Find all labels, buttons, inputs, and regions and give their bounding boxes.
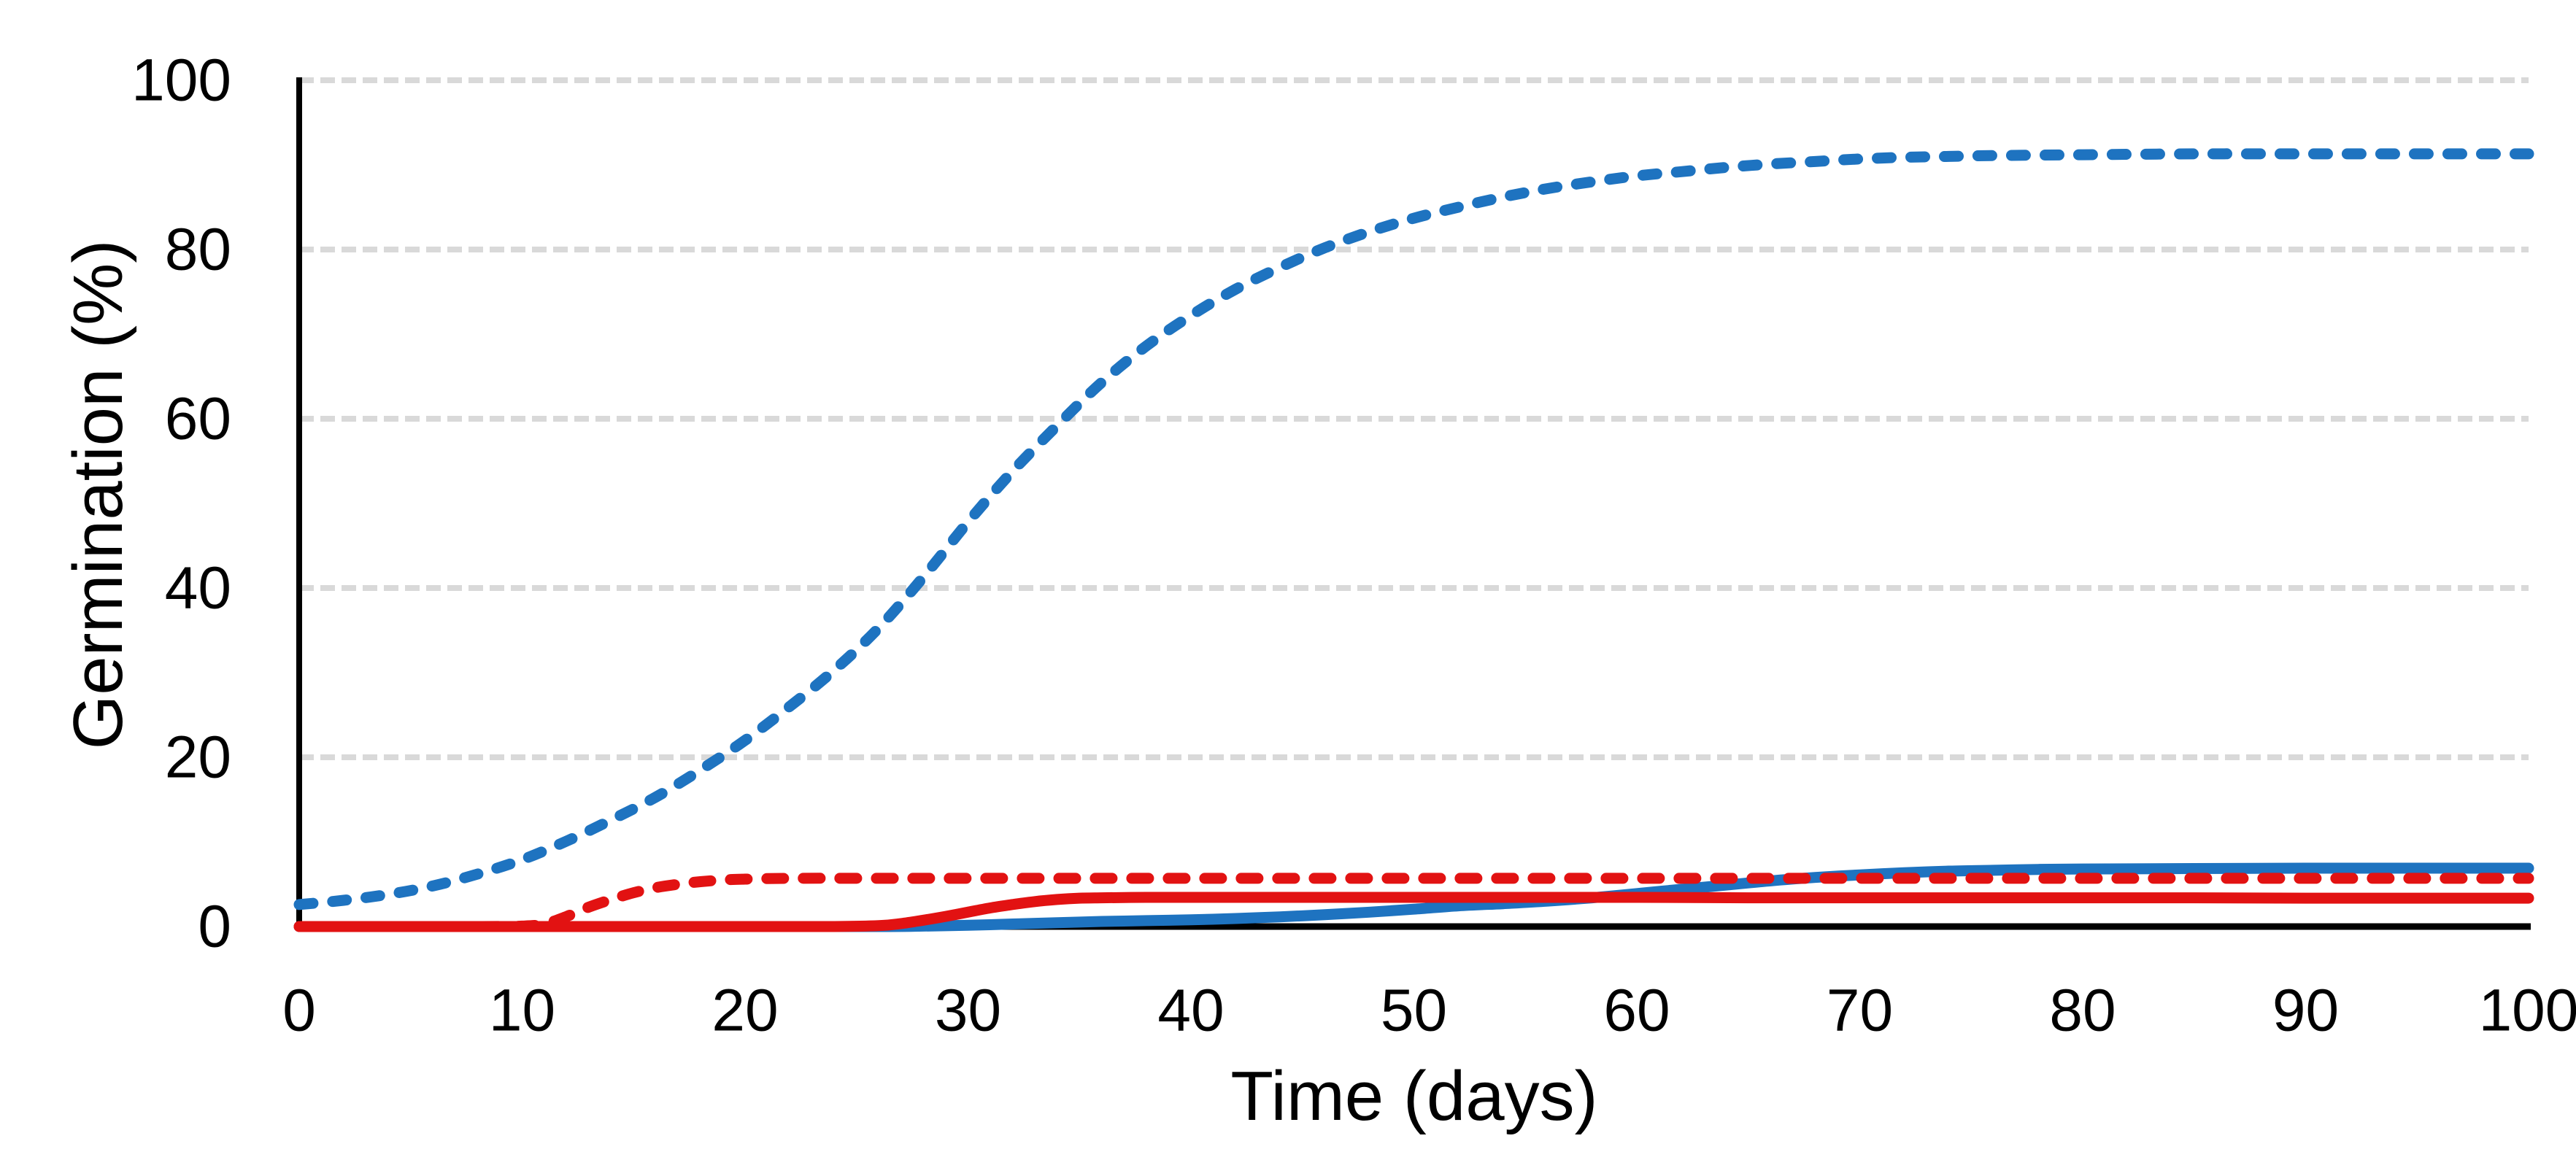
y-tick-label-80: 80 (165, 217, 231, 283)
gridlines (299, 77, 2529, 760)
x-tick-label-0: 0 (282, 978, 316, 1044)
y-tick-labels: 0 20 40 60 80 100 (131, 47, 231, 960)
x-tick-label-100: 100 (2479, 978, 2576, 1044)
x-tick-label-50: 50 (1381, 978, 1447, 1044)
series-blue-dashed (293, 148, 2534, 910)
x-tick-label-30: 30 (935, 978, 1001, 1044)
data-series (293, 148, 2534, 932)
y-tick-label-60: 60 (165, 386, 231, 452)
y-tick-label-40: 40 (165, 555, 231, 622)
x-tick-labels: 0 10 20 30 40 50 60 70 80 90 100 (282, 978, 2576, 1044)
y-tick-label-20: 20 (165, 724, 231, 791)
series-red-solid (293, 892, 2534, 932)
x-tick-label-40: 40 (1157, 978, 1224, 1044)
x-tick-label-60: 60 (1603, 978, 1670, 1044)
x-tick-label-20: 20 (712, 978, 778, 1044)
x-tick-label-90: 90 (2272, 978, 2339, 1044)
chart-canvas: 0 10 20 30 40 50 60 70 80 90 100 0 20 40 60 80 100 (131, 47, 2576, 1044)
y-tick-label-100: 100 (131, 47, 231, 114)
x-tick-label-70: 70 (1827, 978, 1893, 1044)
x-tick-label-10: 10 (489, 978, 555, 1044)
y-axis-title: Germination (%) (58, 239, 137, 750)
x-tick-label-80: 80 (2049, 978, 2116, 1044)
x-axis-title: Time (days) (1230, 1057, 1598, 1135)
germination-line-chart: 0 10 20 30 40 50 60 70 80 90 100 0 20 40 60 80 100 Time… (29, 12, 2576, 1137)
y-tick-label-0: 0 (198, 894, 231, 960)
axes (296, 77, 2531, 930)
series-red-dashed (293, 873, 2534, 932)
